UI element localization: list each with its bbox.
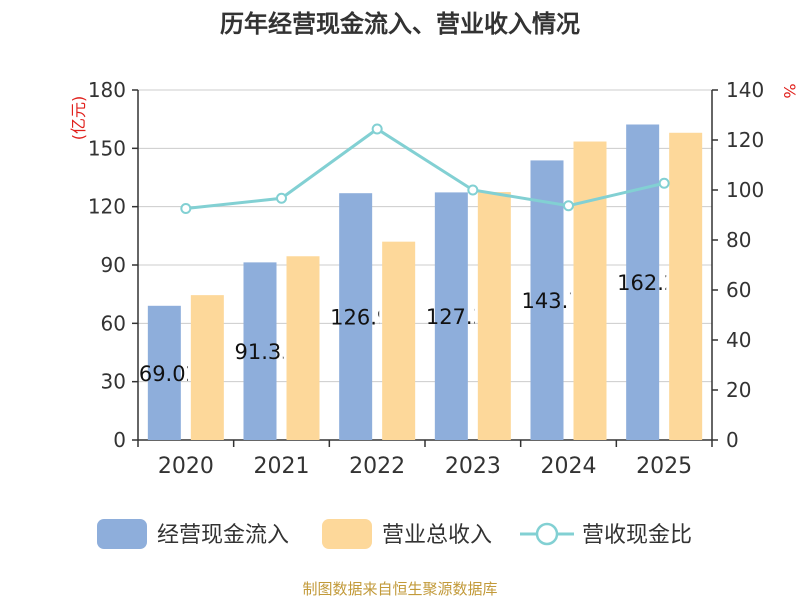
data-label-cash-inflow: 126.93 [330,306,403,330]
y-right-tick-label: 140 [726,78,764,102]
y-left-tick-label: 150 [88,136,126,160]
y-right-tick-label: 0 [726,428,739,452]
y-right-tick-label: 60 [726,278,751,302]
y-axis-left-label: (亿元) [69,96,88,141]
bars [147,124,703,441]
y-left-tick-label: 30 [101,370,126,394]
bar-revenue [573,141,607,440]
chart-title: 历年经营现金流入、营业收入情况 [220,10,580,38]
legend-label-ratio: 营收现金比 [582,523,692,548]
legend-swatch-revenue [322,519,372,549]
data-label-cash-inflow: 69.02 [139,362,199,386]
bar-cash-inflow [434,192,468,440]
source-note: 制图数据来自恒生聚源数据库 [302,580,497,598]
ratio-point [467,184,479,196]
bar-revenue [669,132,703,440]
data-label-cash-inflow: 127.34 [426,305,499,329]
ratio-point [658,177,670,189]
bar-revenue [477,192,511,440]
legend-swatch-ratio-marker [535,522,559,546]
axes: 0 30 60 90 120 150 180 0 20 40 60 80 100 120 140 2020 20… [88,78,764,479]
bar-revenue [382,241,416,440]
ratio-point [371,123,383,135]
data-label-cash-inflow: 162.26 [617,271,690,295]
legend-item-revenue: 营业总收入 [322,519,492,549]
legend-item-cash-inflow: 经营现金流入 [97,519,289,549]
y-right-tick-label: 80 [726,228,751,252]
legend-item-ratio: 营收现金比 [520,522,692,548]
legend: 经营现金流入 营业总收入 营收现金比 [97,519,692,549]
bar-revenue [286,256,320,440]
y-left-tick-label: 120 [88,195,126,219]
y-left-tick-label: 180 [88,78,126,102]
x-tick-label: 2024 [541,454,597,479]
bar-cash-inflow [147,305,181,440]
grid [138,89,712,383]
ratio-line-path [185,127,665,210]
legend-label-cash-inflow: 经营现金流入 [157,523,289,548]
y-right-tick-label: 20 [726,378,751,402]
bar-cash-inflow [339,193,373,440]
data-label-cash-inflow: 91.35 [235,340,295,364]
bar-cash-inflow [626,124,660,440]
ratio-line [180,123,670,214]
y-axis-right-label: % [780,83,799,98]
ratio-point [180,203,192,214]
x-tick-label: 2022 [349,454,405,479]
x-tick-label: 2021 [254,454,310,479]
y-right-tick-label: 40 [726,328,751,352]
y-left-tick-label: 0 [113,428,126,452]
x-tick-label: 2023 [445,454,501,479]
y-right-tick-label: 120 [726,128,764,152]
data-label-cash-inflow: 143.79 [522,289,595,313]
bar-cash-inflow [243,262,277,440]
x-tick-label: 2020 [158,454,214,479]
x-tick-label: 2025 [636,454,692,479]
bar-cash-inflow [530,160,564,441]
y-left-tick-label: 90 [101,253,126,277]
legend-label-revenue: 营业总收入 [382,523,492,548]
data-labels: 69.02 91.35 126.93 127.34 143.79 162.26 [139,271,690,386]
bar-revenue [190,295,224,440]
ratio-point [563,200,574,212]
legend-swatch-cash-inflow [97,519,147,549]
y-left-tick-label: 60 [101,311,126,335]
y-right-tick-label: 100 [726,178,764,202]
ratio-point [276,192,287,204]
